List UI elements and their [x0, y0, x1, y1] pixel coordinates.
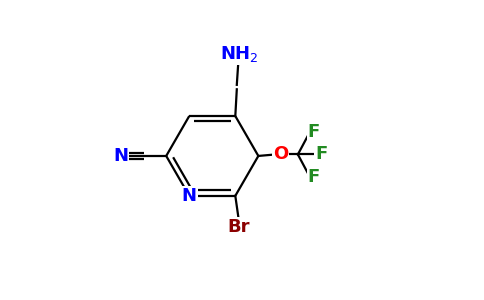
Text: F: F — [315, 146, 327, 164]
Text: N: N — [182, 187, 197, 205]
Text: N: N — [114, 147, 129, 165]
Text: O: O — [273, 146, 288, 164]
Text: F: F — [307, 168, 320, 186]
Text: Br: Br — [227, 218, 250, 236]
Text: NH$_2$: NH$_2$ — [221, 44, 259, 64]
Text: F: F — [307, 123, 320, 141]
